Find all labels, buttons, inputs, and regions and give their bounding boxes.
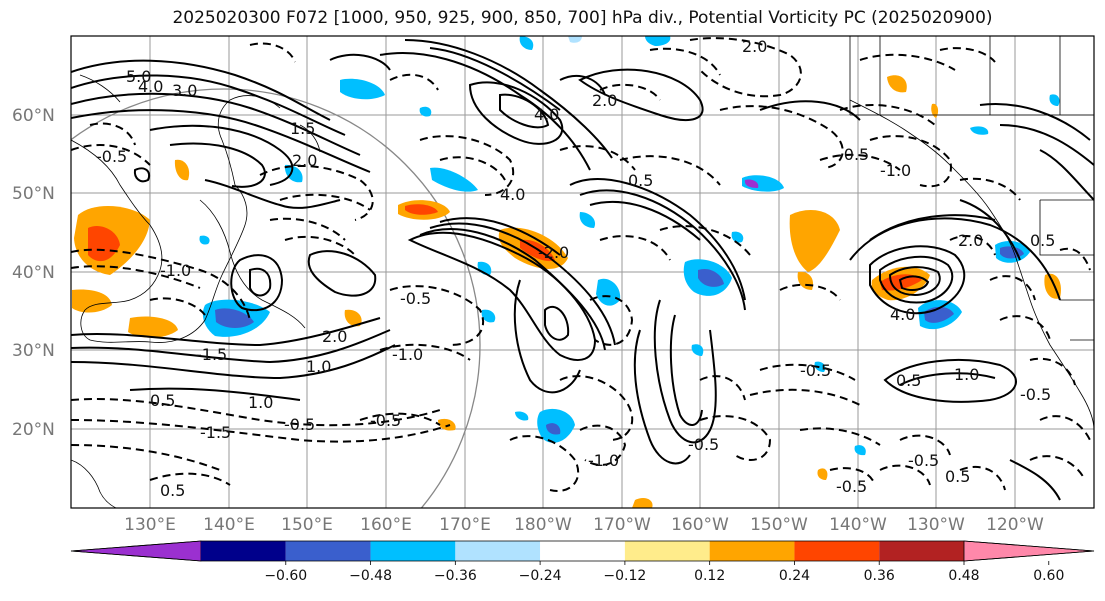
contour-label: -0.5 [1020, 385, 1051, 404]
contour-label: -0.5 [284, 415, 315, 434]
contour-label: 2.0 [958, 231, 983, 250]
lat-label: 40°N [12, 263, 55, 283]
lon-label: 180°W [514, 515, 572, 535]
colorbar-segment [285, 541, 371, 561]
lat-label: 60°N [12, 106, 55, 126]
range-circle [71, 88, 481, 508]
colorbar-segment [540, 541, 625, 561]
map-title: 2025020300 F072 [1000, 950, 925, 900, 85… [172, 8, 993, 28]
colorbar-segment [370, 541, 456, 561]
coastlines [71, 36, 1094, 508]
contour-label: -0.5 [370, 411, 401, 430]
colorbar-segment [624, 541, 710, 561]
contour-label: 0.5 [150, 391, 175, 410]
contour-label: 2.0 [292, 151, 317, 170]
contour-label: -0.5 [800, 361, 831, 380]
colorbar-segment [794, 541, 880, 561]
contour-label: 0.5 [896, 371, 921, 390]
colorbar-tick-label: −0.36 [434, 568, 477, 584]
contour-label: -1.5 [200, 423, 231, 442]
colorbar-segment [879, 541, 964, 561]
colorbar-tick-label: 0.12 [694, 568, 725, 584]
lon-label: 150°W [750, 515, 808, 535]
contour-label: -1.0 [160, 261, 191, 280]
contour-label: -0.5 [96, 147, 127, 166]
longitude-labels: 130°E 140°E 150°E 160°E 170°E 180°W 170°… [124, 515, 1044, 535]
contour-label: -1.0 [588, 451, 619, 470]
colorbar-tick-label: 0.36 [864, 568, 895, 584]
lon-label: 120°W [986, 515, 1044, 535]
contour-label: 4.0 [534, 105, 559, 124]
colorbar-segment [201, 541, 286, 561]
solid-contours [71, 39, 1094, 501]
colorbar-tick-label: −0.24 [519, 568, 562, 584]
contour-label: 5.0 [126, 67, 151, 86]
plot-frame [70, 35, 1095, 509]
contour-label: 1.0 [954, 365, 979, 384]
contour-label: 0.5 [160, 481, 185, 500]
contour-label: -1.0 [880, 161, 911, 180]
colorbar-outline [70, 540, 1095, 562]
contour-label: 2.0 [322, 327, 347, 346]
contour-label: 4.0 [138, 77, 163, 96]
contour-label: 0.5 [1030, 231, 1055, 250]
lon-label: 140°E [203, 515, 255, 535]
colorbar-segment [963, 540, 1095, 562]
contour-label: 2.0 [742, 37, 767, 56]
contour-labels: 2.0 5.0 4.0 3.0 1.5 2.0 -0.5 -1.0 -1.5 1… [96, 37, 1055, 500]
dashed-contours [71, 37, 1091, 492]
lat-label: 20°N [12, 420, 55, 440]
colorbar: −0.60 −0.48 −0.36 −0.24 −0.12 0.12 0.24 0.36 0.4… [70, 540, 1095, 584]
contour-label: 0.5 [628, 171, 653, 190]
lon-label: 140°W [829, 515, 887, 535]
colorbar-tick-label: 0.60 [1033, 568, 1064, 584]
contour-label: -1.0 [392, 345, 423, 364]
colorbar-segment [70, 540, 202, 562]
colorbar-segment [709, 541, 795, 561]
lon-label: 170°W [593, 515, 651, 535]
colorbar-tick-label: 0.24 [779, 568, 810, 584]
lon-label: 150°E [281, 515, 333, 535]
colorbar-segment [455, 541, 541, 561]
lon-label: 130°W [907, 515, 965, 535]
contour-label: -1.5 [196, 345, 227, 364]
lat-label: 50°N [12, 184, 55, 204]
contour-label: 0.5 [945, 467, 970, 486]
contour-label: 1.5 [290, 119, 315, 138]
contour-label: -0.5 [908, 451, 939, 470]
contour-label: 1.0 [248, 393, 273, 412]
lat-label: 30°N [12, 341, 55, 361]
contour-label: -0.5 [836, 477, 867, 496]
contour-label: 4.0 [500, 185, 525, 204]
contour-label: 2.0 [592, 91, 617, 110]
contour-label: -0.5 [838, 145, 869, 164]
colorbar-tick-label: −0.48 [349, 568, 392, 584]
contour-label: -2.0 [538, 243, 569, 262]
contour-label: 4.0 [890, 305, 915, 324]
lon-label: 160°E [360, 515, 412, 535]
colorbar-tick-label: −0.12 [603, 568, 646, 584]
contour-label: 3.0 [172, 81, 197, 100]
lon-label: 130°E [124, 515, 176, 535]
colorbar-tick-label: 0.48 [948, 568, 979, 584]
lon-label: 160°W [671, 515, 729, 535]
lon-label: 170°E [439, 515, 491, 535]
colorbar-tick-label: −0.60 [264, 568, 307, 584]
contour-label: 1.0 [306, 357, 331, 376]
latitude-labels: 60°N 50°N 40°N 30°N 20°N [12, 106, 55, 440]
contour-label: -0.5 [400, 289, 431, 308]
contour-label: -0.5 [688, 435, 719, 454]
